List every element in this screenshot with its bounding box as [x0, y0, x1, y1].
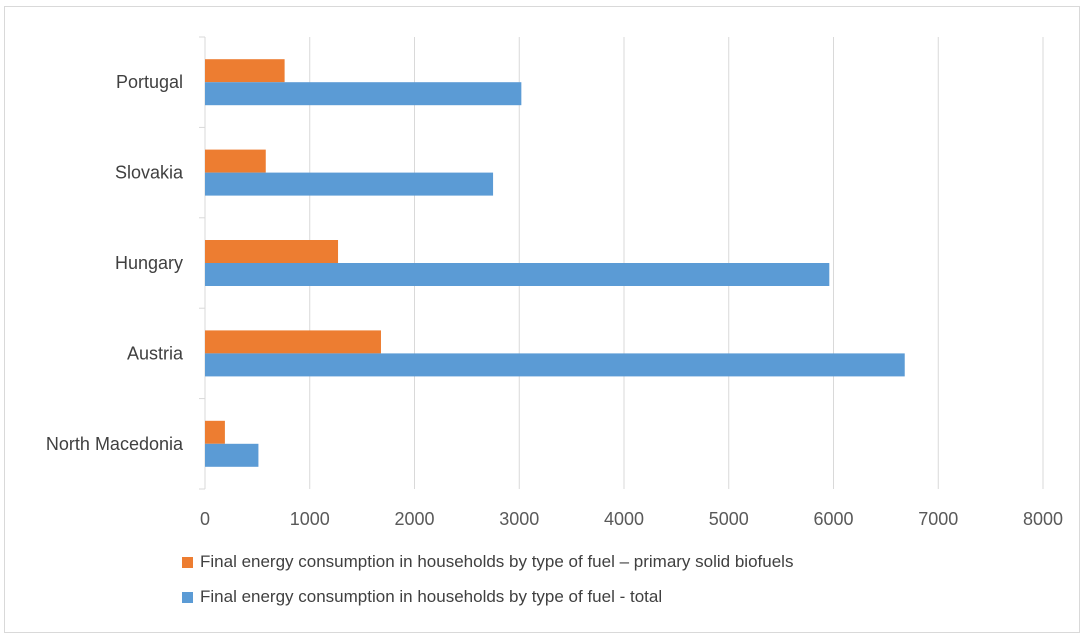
legend: Final energy consumption in households b…: [182, 552, 793, 622]
bar-primary-solid-biofuels: [205, 149, 266, 173]
legend-swatch-orange: [182, 556, 193, 568]
bars: [205, 59, 905, 467]
x-tick-label: 0: [200, 509, 210, 529]
legend-swatch-blue: [182, 591, 193, 603]
axis-labels: 0 1000 2000 3000 4000 5000 6000 7000 8000 North M…: [46, 72, 1063, 529]
x-tick-label: 7000: [918, 509, 958, 529]
category-axis: [199, 36, 206, 490]
category-label: Portugal: [116, 72, 183, 92]
category-label: Slovakia: [115, 163, 184, 183]
bar-primary-solid-biofuels: [205, 330, 381, 354]
bar-total: [205, 353, 905, 377]
category-label: Austria: [127, 343, 184, 363]
bar-total: [205, 443, 259, 467]
category-label: Hungary: [115, 253, 183, 273]
legend-label: Final energy consumption in households b…: [200, 587, 663, 606]
bar-total: [205, 82, 522, 106]
chart-frame: [4, 6, 1080, 633]
legend-item-primary-solid-biofuels: Final energy consumption in households b…: [182, 552, 793, 572]
bar-total: [205, 172, 494, 196]
bar-primary-solid-biofuels: [205, 420, 225, 444]
x-tick-label: 1000: [290, 509, 330, 529]
legend-item-total: Final energy consumption in households b…: [182, 587, 793, 607]
x-tick-label: 8000: [1023, 509, 1063, 529]
x-tick-label: 3000: [499, 509, 539, 529]
category-label: North Macedonia: [46, 434, 184, 454]
legend-label: Final energy consumption in households b…: [200, 552, 794, 571]
bar-primary-solid-biofuels: [205, 59, 285, 83]
bar-total: [205, 263, 830, 286]
x-tick-label: 5000: [709, 509, 749, 529]
x-tick-label: 6000: [813, 509, 853, 529]
bar-primary-solid-biofuels: [205, 240, 339, 263]
x-tick-label: 2000: [394, 509, 434, 529]
x-tick-label: 4000: [604, 509, 644, 529]
